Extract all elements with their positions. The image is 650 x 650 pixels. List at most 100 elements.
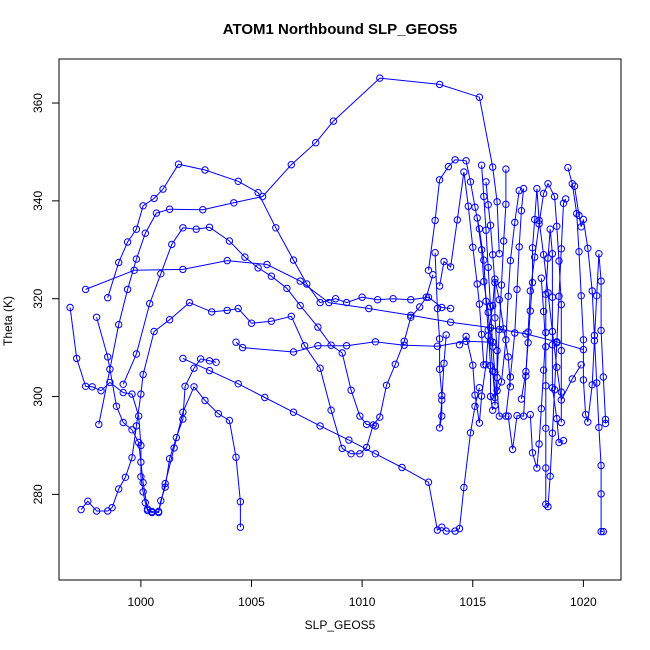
data-point <box>446 318 455 326</box>
data-point <box>345 436 353 444</box>
data-point <box>435 80 444 89</box>
data-point <box>263 260 271 269</box>
data-point <box>575 248 583 256</box>
data-point <box>143 505 152 513</box>
data-point <box>531 253 539 261</box>
data-point <box>289 408 298 416</box>
data-point <box>424 478 433 486</box>
data-point <box>451 527 459 535</box>
data-point <box>455 524 464 533</box>
series-2 <box>92 313 245 531</box>
data-point <box>515 243 523 251</box>
data-point <box>539 366 548 374</box>
data-point <box>365 304 373 313</box>
data-point <box>95 420 103 429</box>
series-line-0 <box>69 307 217 514</box>
data-point <box>517 395 526 403</box>
data-point <box>139 370 147 379</box>
data-point <box>546 225 554 233</box>
data-point <box>128 426 136 434</box>
data-point <box>524 339 532 347</box>
data-point <box>593 379 601 387</box>
data-point <box>579 336 588 344</box>
data-point <box>121 473 130 481</box>
data-point <box>486 221 495 230</box>
data-point <box>104 353 112 361</box>
data-point <box>542 424 550 432</box>
series-line-6 <box>85 260 584 351</box>
data-point <box>562 195 570 203</box>
data-point <box>214 410 223 418</box>
data-point <box>212 358 220 366</box>
data-point <box>190 383 198 391</box>
data-point <box>192 225 200 233</box>
data-point <box>161 479 169 488</box>
data-point <box>460 168 468 176</box>
data-point <box>382 381 391 389</box>
data-point <box>517 207 526 215</box>
data-point <box>557 300 565 309</box>
data-point <box>254 188 262 197</box>
data-point <box>433 304 442 313</box>
data-point <box>438 303 446 312</box>
data-point <box>342 342 351 350</box>
data-point <box>548 341 557 349</box>
data-point <box>440 359 448 367</box>
data-point <box>502 412 510 420</box>
data-point <box>400 337 408 345</box>
series-21 <box>455 275 515 427</box>
data-point <box>519 184 528 193</box>
data-point <box>442 527 450 535</box>
series-13 <box>482 178 528 420</box>
data-point <box>316 298 324 307</box>
data-point <box>201 396 209 405</box>
data-point <box>139 478 147 487</box>
data-point <box>123 285 132 294</box>
data-point <box>601 419 610 428</box>
data-point <box>502 165 510 173</box>
data-point <box>225 416 234 425</box>
data-point <box>146 299 154 308</box>
data-point <box>500 237 508 245</box>
data-point <box>519 412 528 420</box>
data-point <box>128 454 136 462</box>
series-line-13 <box>485 181 525 417</box>
data-point <box>460 483 468 492</box>
data-point <box>539 307 548 316</box>
data-point <box>453 216 461 224</box>
data-point <box>325 298 333 307</box>
data-point <box>179 354 187 363</box>
data-point <box>477 330 486 339</box>
data-point <box>446 263 455 271</box>
data-point <box>356 412 364 420</box>
data-point <box>502 200 510 209</box>
series-20 <box>517 184 585 404</box>
series-11 <box>435 168 488 369</box>
data-point <box>92 507 101 515</box>
data-point <box>139 202 147 210</box>
data-point <box>132 255 141 263</box>
data-point <box>542 343 550 351</box>
data-point <box>475 419 484 427</box>
data-point <box>544 502 552 511</box>
data-point <box>152 209 161 217</box>
data-point <box>236 523 245 531</box>
data-point <box>473 280 481 288</box>
data-point <box>174 160 183 168</box>
data-point <box>179 408 187 416</box>
data-point <box>471 402 479 410</box>
data-point <box>464 202 472 210</box>
series-line-9 <box>428 159 494 411</box>
data-point <box>482 226 490 234</box>
data-point <box>475 300 484 308</box>
data-point <box>495 296 503 304</box>
data-point <box>601 415 610 424</box>
data-point <box>528 278 537 287</box>
data-point <box>431 249 439 257</box>
series-line-19 <box>574 186 604 533</box>
data-point <box>316 364 324 372</box>
series-15 <box>504 180 565 454</box>
data-point <box>232 453 240 461</box>
data-point <box>588 287 596 295</box>
series-5 <box>119 223 380 430</box>
